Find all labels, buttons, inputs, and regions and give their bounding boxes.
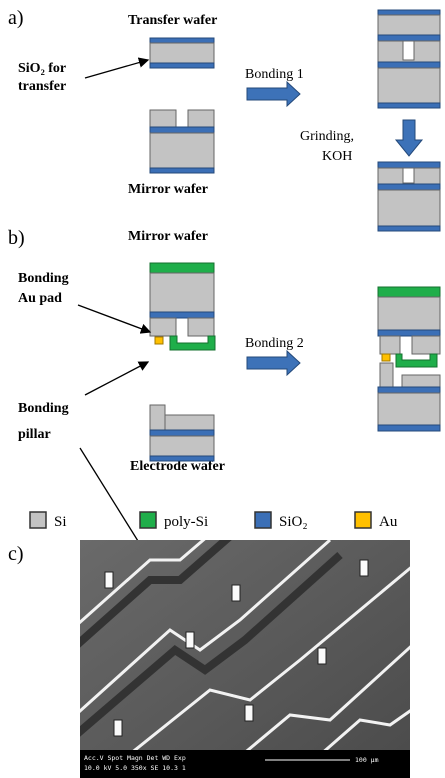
oxide (150, 63, 214, 68)
poly-si (396, 354, 437, 367)
gap (403, 168, 414, 183)
electrode-wafer (150, 405, 214, 461)
pointer (78, 305, 150, 332)
arrow (396, 120, 422, 156)
pillar (380, 363, 393, 387)
silicon (188, 318, 214, 336)
oxide (378, 330, 440, 336)
arrow (247, 82, 300, 106)
pillar (186, 632, 194, 648)
silicon (188, 110, 214, 127)
legend-swatch (255, 512, 271, 528)
oxide (378, 162, 440, 168)
wafer-title: Mirror wafer (128, 182, 208, 197)
bonded-stack (378, 10, 440, 108)
silicon (150, 110, 176, 127)
silicon (378, 297, 440, 330)
note: Bonding (18, 271, 69, 286)
pillar (318, 648, 326, 664)
panel-label: c) (8, 543, 24, 565)
legend-label: Au (379, 514, 398, 530)
pointer (85, 60, 148, 78)
pillar (114, 720, 122, 736)
au-pad (382, 354, 390, 361)
oxide (378, 35, 440, 41)
oxide (150, 312, 214, 318)
pillar (245, 705, 253, 721)
sem-info: 10.0 kV 5.0 350x SE 10.3 1 (84, 764, 186, 772)
oxide (150, 168, 214, 173)
silicon (150, 436, 214, 456)
oxide (378, 10, 440, 15)
oxide (150, 456, 214, 461)
oxide (150, 430, 214, 436)
pillar (232, 585, 240, 601)
oxide (378, 62, 440, 68)
pillar (105, 572, 113, 588)
mirror-wafer (150, 263, 215, 350)
wafer-title: Mirror wafer (128, 229, 208, 244)
note: transfer (18, 79, 66, 94)
au-pad (155, 337, 163, 344)
pillar (360, 560, 368, 576)
oxide (378, 103, 440, 108)
pointer (85, 362, 148, 395)
panel-label: a) (8, 7, 24, 29)
ground-stack (378, 162, 440, 231)
oxide (150, 38, 214, 43)
legend: Si poly-Si SiO₂ Au (30, 512, 398, 530)
silicon (378, 393, 440, 425)
pillar (150, 405, 165, 430)
gap (403, 41, 414, 60)
note: SiO₂ for (18, 61, 66, 76)
legend-label: poly-Si (164, 514, 208, 530)
silicon (380, 336, 400, 354)
legend-swatch (140, 512, 156, 528)
bonded-stack (378, 287, 440, 431)
silicon (165, 415, 214, 430)
step-label: KOH (322, 149, 352, 164)
silicon (402, 375, 440, 387)
oxide (378, 184, 440, 190)
legend-label: SiO₂ (279, 514, 308, 530)
oxide (150, 127, 214, 133)
sem-image: Acc.V Spot Magn Det WD Exp 10.0 kV 5.0 3… (60, 500, 440, 778)
legend-swatch (30, 512, 46, 528)
panel-label: b) (8, 227, 25, 249)
oxide (378, 387, 440, 393)
poly-si (378, 287, 440, 297)
silicon (150, 318, 176, 336)
silicon (412, 336, 440, 354)
legend-label: Si (54, 514, 67, 530)
silicon (150, 133, 214, 168)
oxide (378, 425, 440, 431)
note: Au pad (18, 291, 62, 306)
silicon (150, 273, 214, 312)
silicon (378, 15, 440, 35)
mirror-wafer (150, 110, 214, 173)
figure: a) b) c) Transfer wafer SiO₂ for transfe… (0, 0, 445, 778)
silicon (378, 68, 440, 103)
note: Bonding (18, 401, 69, 416)
step-label: Bonding 2 (245, 336, 304, 351)
legend-swatch (355, 512, 371, 528)
step-label: Grinding, (300, 129, 354, 144)
step-label: Bonding 1 (245, 67, 304, 82)
wafer-title: Transfer wafer (128, 13, 217, 28)
oxide (378, 226, 440, 231)
poly-si (150, 263, 214, 273)
scale-label: 100 μm (355, 756, 379, 764)
poly-si (170, 336, 215, 350)
arrow (247, 351, 300, 375)
note: pillar (18, 427, 51, 442)
sem-info: Acc.V Spot Magn Det WD Exp (84, 754, 186, 762)
silicon (150, 43, 214, 63)
transfer-wafer (150, 38, 214, 68)
silicon (378, 190, 440, 226)
